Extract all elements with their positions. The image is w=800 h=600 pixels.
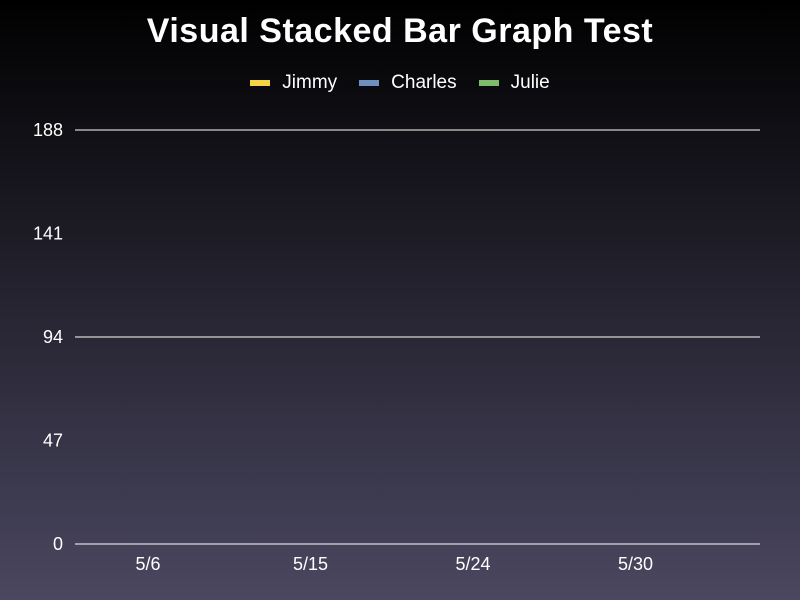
x-tick-label: 5/15 [293,554,328,574]
legend: Jimmy Charles Julie [0,72,800,94]
y-tick-label: 141 [33,224,63,244]
gridlines [75,129,760,545]
legend-swatch-julie [478,80,499,86]
legend-swatch-charles [359,80,380,86]
legend-label-julie: Julie [510,72,550,93]
legend-item-julie: Julie [478,72,550,94]
legend-item-jimmy: Jimmy [250,72,337,94]
x-tick-label: 5/6 [135,554,160,574]
legend-label-jimmy: Jimmy [282,72,338,93]
y-tick-label: 0 [53,534,63,554]
y-tick-labels: 0 47 94 141 188 [33,120,63,554]
y-tick-label: 47 [43,431,63,451]
x-tick-labels: 5/6 5/15 5/24 5/30 [135,554,653,574]
legend-item-charles: Charles [359,72,457,94]
x-tick-label: 5/24 [455,554,490,574]
chart-title: Visual Stacked Bar Graph Test [146,12,654,50]
legend-label-charles: Charles [391,72,457,93]
y-tick-label: 188 [33,120,63,140]
legend-swatch-jimmy [250,80,271,86]
x-tick-label: 5/30 [618,554,653,574]
y-tick-label: 94 [43,327,63,347]
